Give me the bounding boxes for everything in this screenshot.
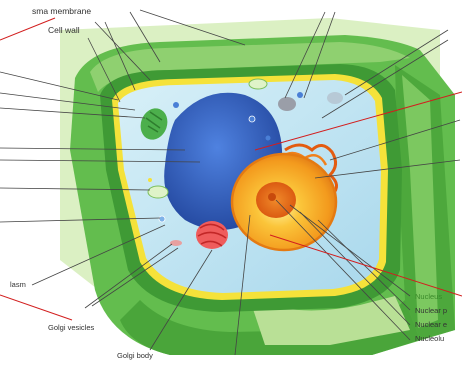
label-golgi-vesicles: Golgi vesicles	[48, 323, 95, 332]
cell-wall-right-face	[402, 75, 438, 328]
label-nucleolus: Nucleolu	[415, 334, 444, 343]
chloroplast-1-grana	[145, 111, 163, 133]
label-nuclear-pore: Nuclear p	[415, 306, 447, 315]
label-cytoplasm: lasm	[10, 280, 26, 289]
ribosome-dot	[148, 178, 152, 182]
label-golgi-body: Golgi body	[117, 351, 153, 360]
vesicle-4	[158, 215, 166, 223]
label-nuclear-envelope: Nuclear e	[415, 320, 447, 329]
nucleolus-core	[268, 193, 276, 201]
golgi-body	[196, 221, 228, 249]
label-nucleus: Nucleus	[415, 292, 442, 301]
vesicle-1	[297, 92, 303, 98]
vesicle-3	[173, 102, 179, 108]
golgi-vesicle	[170, 240, 182, 246]
cell-wall-bottom-inner	[250, 296, 410, 345]
mitochondrion-2	[327, 92, 343, 104]
red-pointer-lines	[0, 17, 462, 321]
vesicle-2	[248, 115, 256, 123]
mitochondrion-1	[278, 97, 296, 111]
label-cell-wall: Cell wall	[48, 25, 80, 35]
chloroplast-2	[248, 78, 268, 90]
chloroplast-3	[147, 185, 169, 199]
label-plasma-membrane: sma membrane	[32, 6, 91, 16]
cell-wall-top-face	[90, 42, 410, 92]
vesicle-5	[265, 135, 271, 141]
